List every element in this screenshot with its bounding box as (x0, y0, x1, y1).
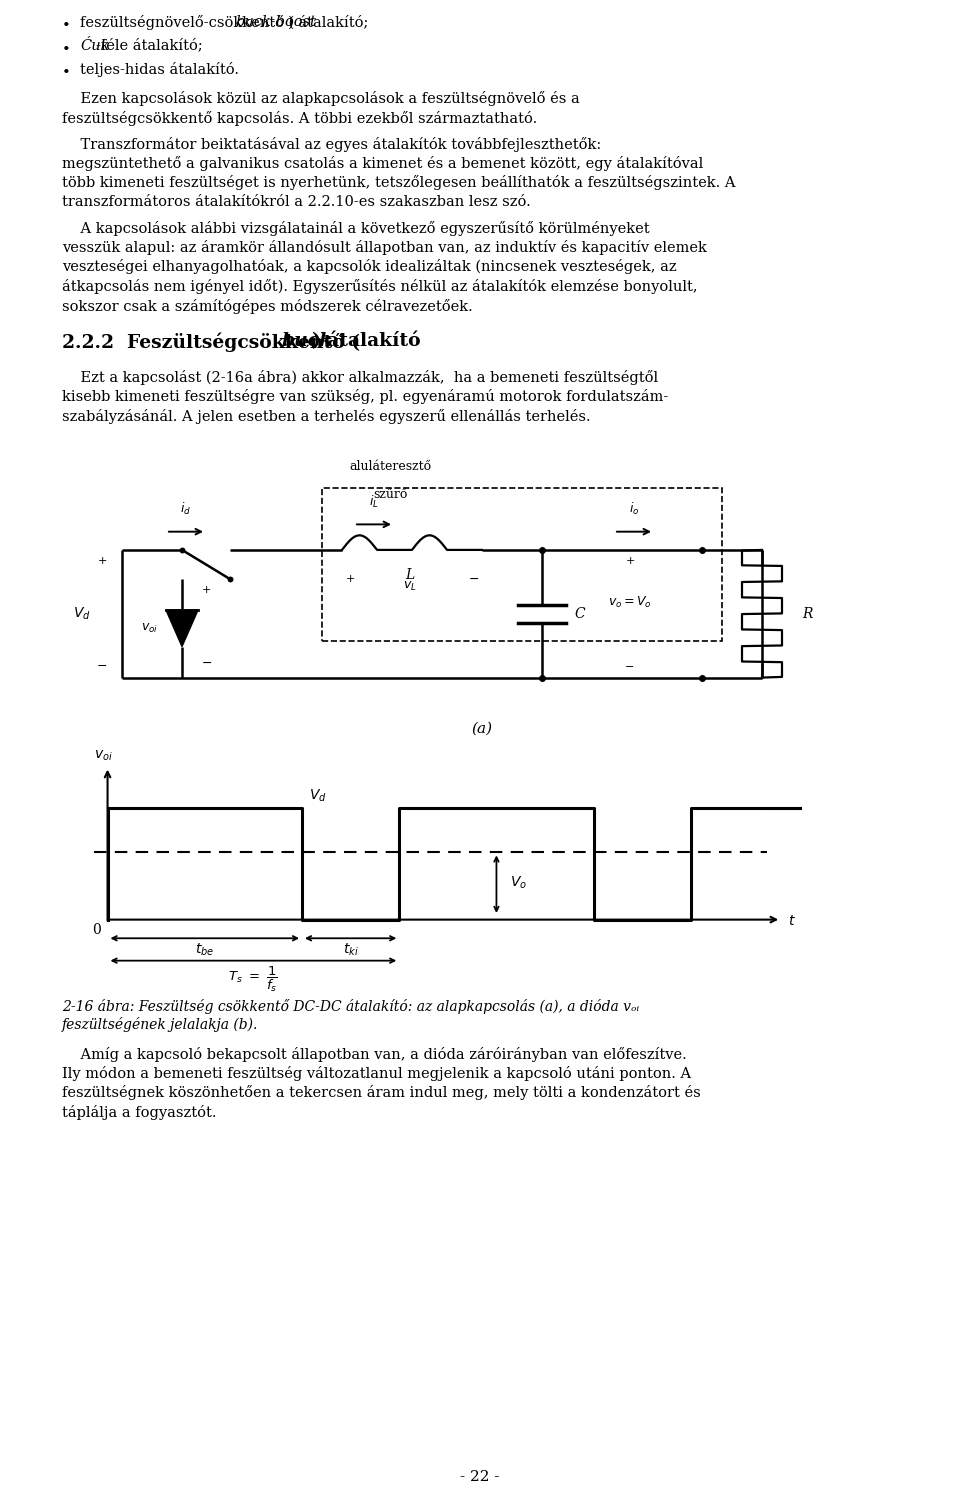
Text: R: R (802, 606, 812, 621)
Text: buck-boost: buck-boost (235, 15, 316, 28)
Text: L: L (405, 569, 415, 582)
Text: aluláteresztő: aluláteresztő (348, 460, 431, 473)
Text: +: + (625, 555, 635, 566)
Text: −: − (625, 662, 635, 672)
Text: vesszük alapul: az áramkör állandósult állapotban van, az induktív és kapacitív : vesszük alapul: az áramkör állandósult á… (62, 240, 707, 254)
Text: A kapcsolások alábbi vizsgálatainál a következő egyszerűsítő körülményeket: A kapcsolások alábbi vizsgálatainál a kö… (62, 220, 650, 235)
Text: szűrő: szűrő (372, 488, 407, 501)
Text: -féle átalakító;: -féle átalakító; (96, 39, 203, 52)
Text: $t$: $t$ (788, 915, 796, 928)
Text: - 22 -: - 22 - (460, 1470, 500, 1484)
Text: 2.2.2  Feszültségcsökkentő (: 2.2.2 Feszültségcsökkentő ( (62, 332, 360, 352)
Text: $i_d$: $i_d$ (180, 501, 192, 516)
Text: (a): (a) (471, 722, 492, 735)
Text: veszteségei elhanyagolhatóak, a kapcsolók idealizáltak (nincsenek veszteségek, a: veszteségei elhanyagolhatóak, a kapcsoló… (62, 259, 677, 274)
Text: •: • (62, 66, 71, 79)
Text: $v_{oi}$: $v_{oi}$ (94, 748, 112, 763)
Text: Ezen kapcsolások közül az alapkapcsolások a feszültségnövelő és a: Ezen kapcsolások közül az alapkapcsoláso… (62, 91, 580, 106)
Text: 0: 0 (92, 924, 101, 937)
Text: +: + (97, 555, 107, 566)
Text: Transzformátor beiktatásával az egyes átalakítók továbbfejleszthetők:: Transzformátor beiktatásával az egyes át… (62, 136, 601, 151)
Bar (322, 488, 722, 641)
Text: Amíg a kapcsoló bekapcsolt állapotban van, a dióda záróirányban van előfeszítve.: Amíg a kapcsoló bekapcsolt állapotban va… (62, 1046, 686, 1061)
Text: buck: buck (282, 332, 333, 350)
Text: megszüntethető a galvanikus csatolás a kimenet és a bemenet között, egy átalakít: megszüntethető a galvanikus csatolás a k… (62, 156, 704, 171)
Polygon shape (166, 611, 198, 647)
Text: ) átalakító;: ) átalakító; (288, 15, 369, 30)
Text: −: − (97, 660, 108, 674)
Text: $v_{oi}$: $v_{oi}$ (141, 621, 158, 635)
Text: •: • (62, 19, 71, 33)
Text: $V_d$: $V_d$ (309, 787, 326, 804)
Text: feszültségnek köszönhetően a tekercsen áram indul meg, mely tölti a kondenzátort: feszültségnek köszönhetően a tekercsen á… (62, 1085, 701, 1100)
Text: $i_L$: $i_L$ (369, 494, 379, 510)
Text: szabályzásánál. A jelen esetben a terhelés egyszerű ellenállás terhelés.: szabályzásánál. A jelen esetben a terhel… (62, 409, 590, 424)
Text: $T_s\ =\ \dfrac{1}{f_s}$: $T_s\ =\ \dfrac{1}{f_s}$ (228, 964, 278, 994)
Text: $V_d$: $V_d$ (73, 605, 91, 621)
Text: transzformátoros átalakítókról a 2.2.10-es szakaszban lesz szó.: transzformátoros átalakítókról a 2.2.10-… (62, 195, 531, 210)
Text: táplálja a fogyasztót.: táplálja a fogyasztót. (62, 1105, 217, 1120)
Text: kisebb kimeneti feszültségre van szükség, pl. egyenáramú motorok fordulatszám-: kisebb kimeneti feszültségre van szükség… (62, 389, 668, 404)
Text: Ćuk: Ćuk (80, 39, 109, 52)
Text: $v_L$: $v_L$ (403, 579, 417, 593)
Text: $i_o$: $i_o$ (629, 501, 639, 516)
Text: $t_{ki}$: $t_{ki}$ (343, 942, 358, 958)
Text: 2-16 ábra: Feszültség csökkentő DC-DC átalakító: az alapkapcsolás (a), a dióda v: 2-16 ábra: Feszültség csökkentő DC-DC át… (62, 998, 639, 1013)
Text: $V_o$: $V_o$ (511, 874, 527, 891)
Text: feszültségcsökkentő kapcsolás. A többi ezekből származtatható.: feszültségcsökkentő kapcsolás. A többi e… (62, 111, 538, 126)
Text: teljes-hidas átalakító.: teljes-hidas átalakító. (80, 61, 239, 76)
Text: +: + (346, 573, 354, 584)
Text: •: • (62, 42, 71, 57)
Text: $v_o = V_o$: $v_o = V_o$ (608, 596, 652, 611)
Text: több kimeneti feszültséget is nyerhetünk, tetszőlegesen beállíthatók a feszültsé: több kimeneti feszültséget is nyerhetünk… (62, 175, 735, 190)
Text: feszültségének jelalakja (b).: feszültségének jelalakja (b). (62, 1016, 258, 1031)
Text: átkapcsolás nem igényel időt). Egyszerűsítés nélkül az átalakítók elemzése bonyo: átkapcsolás nem igényel időt). Egyszerűs… (62, 278, 698, 293)
Text: −: − (202, 657, 212, 669)
Text: sokszor csak a számítógépes módszerek célravezetőek.: sokszor csak a számítógépes módszerek cé… (62, 298, 472, 313)
Text: Ezt a kapcsolást (2-16a ábra) akkor alkalmazzák,  ha a bemeneti feszültségtől: Ezt a kapcsolást (2-16a ábra) akkor alka… (62, 370, 659, 385)
Text: −: − (468, 572, 479, 585)
Text: $t_{be}$: $t_{be}$ (195, 942, 214, 958)
Text: C: C (574, 606, 585, 621)
Text: +: + (202, 585, 211, 594)
Text: Ily módon a bemeneti feszültség változatlanul megjelenik a kapcsoló utáni ponton: Ily módon a bemeneti feszültség változat… (62, 1066, 691, 1081)
Text: ) átalakító: ) átalakító (312, 332, 420, 350)
Text: feszültségnövelő-csökkentő (: feszültségnövelő-csökkentő ( (80, 15, 295, 30)
